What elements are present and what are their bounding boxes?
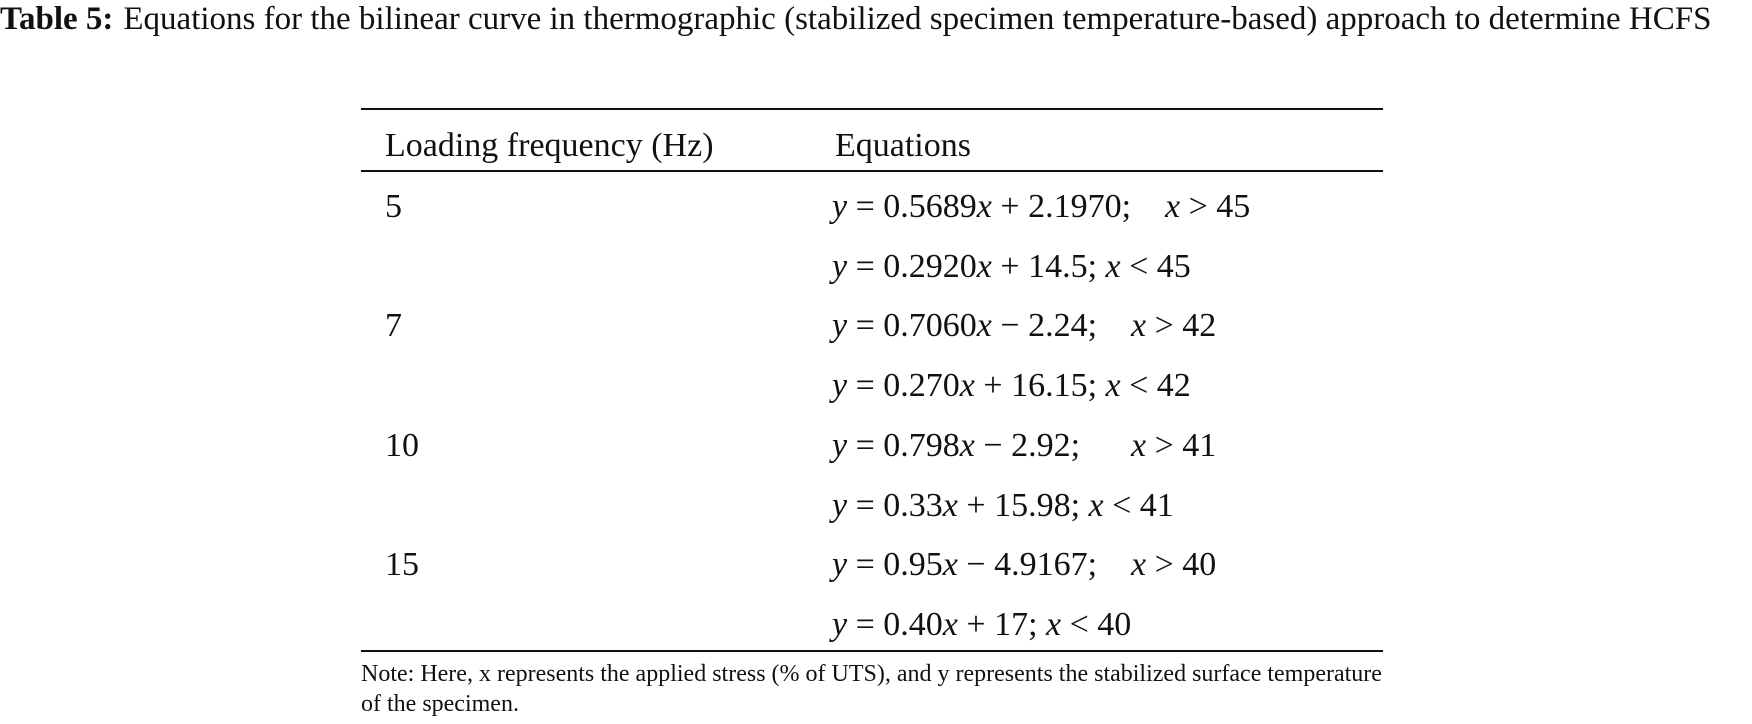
frequency-cell: 7 <box>385 307 402 345</box>
header-cell: Loading frequency (Hz) <box>385 127 714 164</box>
equation-cell: y = 0.33x + 15.98; x < 41 <box>832 486 1174 524</box>
equation-cell: y = 0.7060x − 2.24; x > 42 <box>832 307 1217 345</box>
table-note: Note: Here, x represents the applied str… <box>361 661 1382 717</box>
caption-text: Equations for the bilinear curve in ther… <box>123 1 1712 37</box>
equation-cell: y = 0.270x + 16.15; x < 42 <box>832 367 1191 405</box>
header-cell: Equations <box>835 127 971 164</box>
mid-rule <box>361 170 1383 172</box>
caption-label: Table 5: <box>0 1 114 37</box>
equation-cell: y = 0.5689x + 2.1970; x > 45 <box>832 188 1251 225</box>
equation-cell: y = 0.798x − 2.92; x > 41 <box>832 426 1217 464</box>
bottom-rule <box>361 650 1383 652</box>
equation-cell: y = 0.2920x + 14.5; x < 45 <box>832 247 1191 285</box>
caption: Table 5: Equations for the bilinear curve… <box>0 0 1748 38</box>
frequency-cell: 15 <box>385 546 419 584</box>
equation-cell: y = 0.95x − 4.9167; x > 40 <box>832 546 1217 584</box>
frequency-cell: 5 <box>385 188 402 225</box>
frequency-cell: 10 <box>385 426 419 464</box>
top-rule <box>361 108 1383 110</box>
equation-cell: y = 0.40x + 17; x < 40 <box>832 605 1132 643</box>
